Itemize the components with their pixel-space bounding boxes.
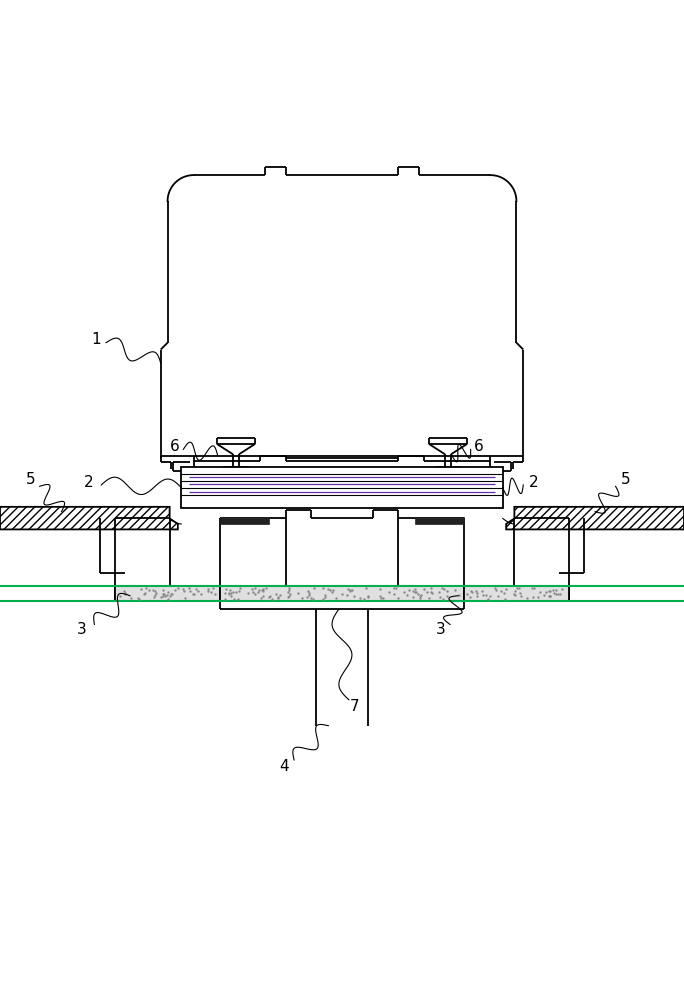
Text: 4: 4 [279,759,289,774]
Bar [415,517,464,524]
Text: 3: 3 [436,622,446,637]
Text: 7: 7 [350,699,359,714]
Bar [115,585,220,601]
Text: 1: 1 [91,332,101,347]
Text: 5: 5 [26,472,36,487]
Bar [181,467,503,508]
Bar [464,585,569,601]
Bar [220,585,464,601]
Text: 5: 5 [621,472,631,487]
Polygon shape [0,507,178,529]
Text: 2: 2 [529,475,538,490]
Text: 6: 6 [474,439,484,454]
Text: 3: 3 [77,622,87,637]
Text: 2: 2 [84,475,94,490]
Text: 6: 6 [170,439,179,454]
Polygon shape [506,507,684,529]
Bar [220,517,269,524]
